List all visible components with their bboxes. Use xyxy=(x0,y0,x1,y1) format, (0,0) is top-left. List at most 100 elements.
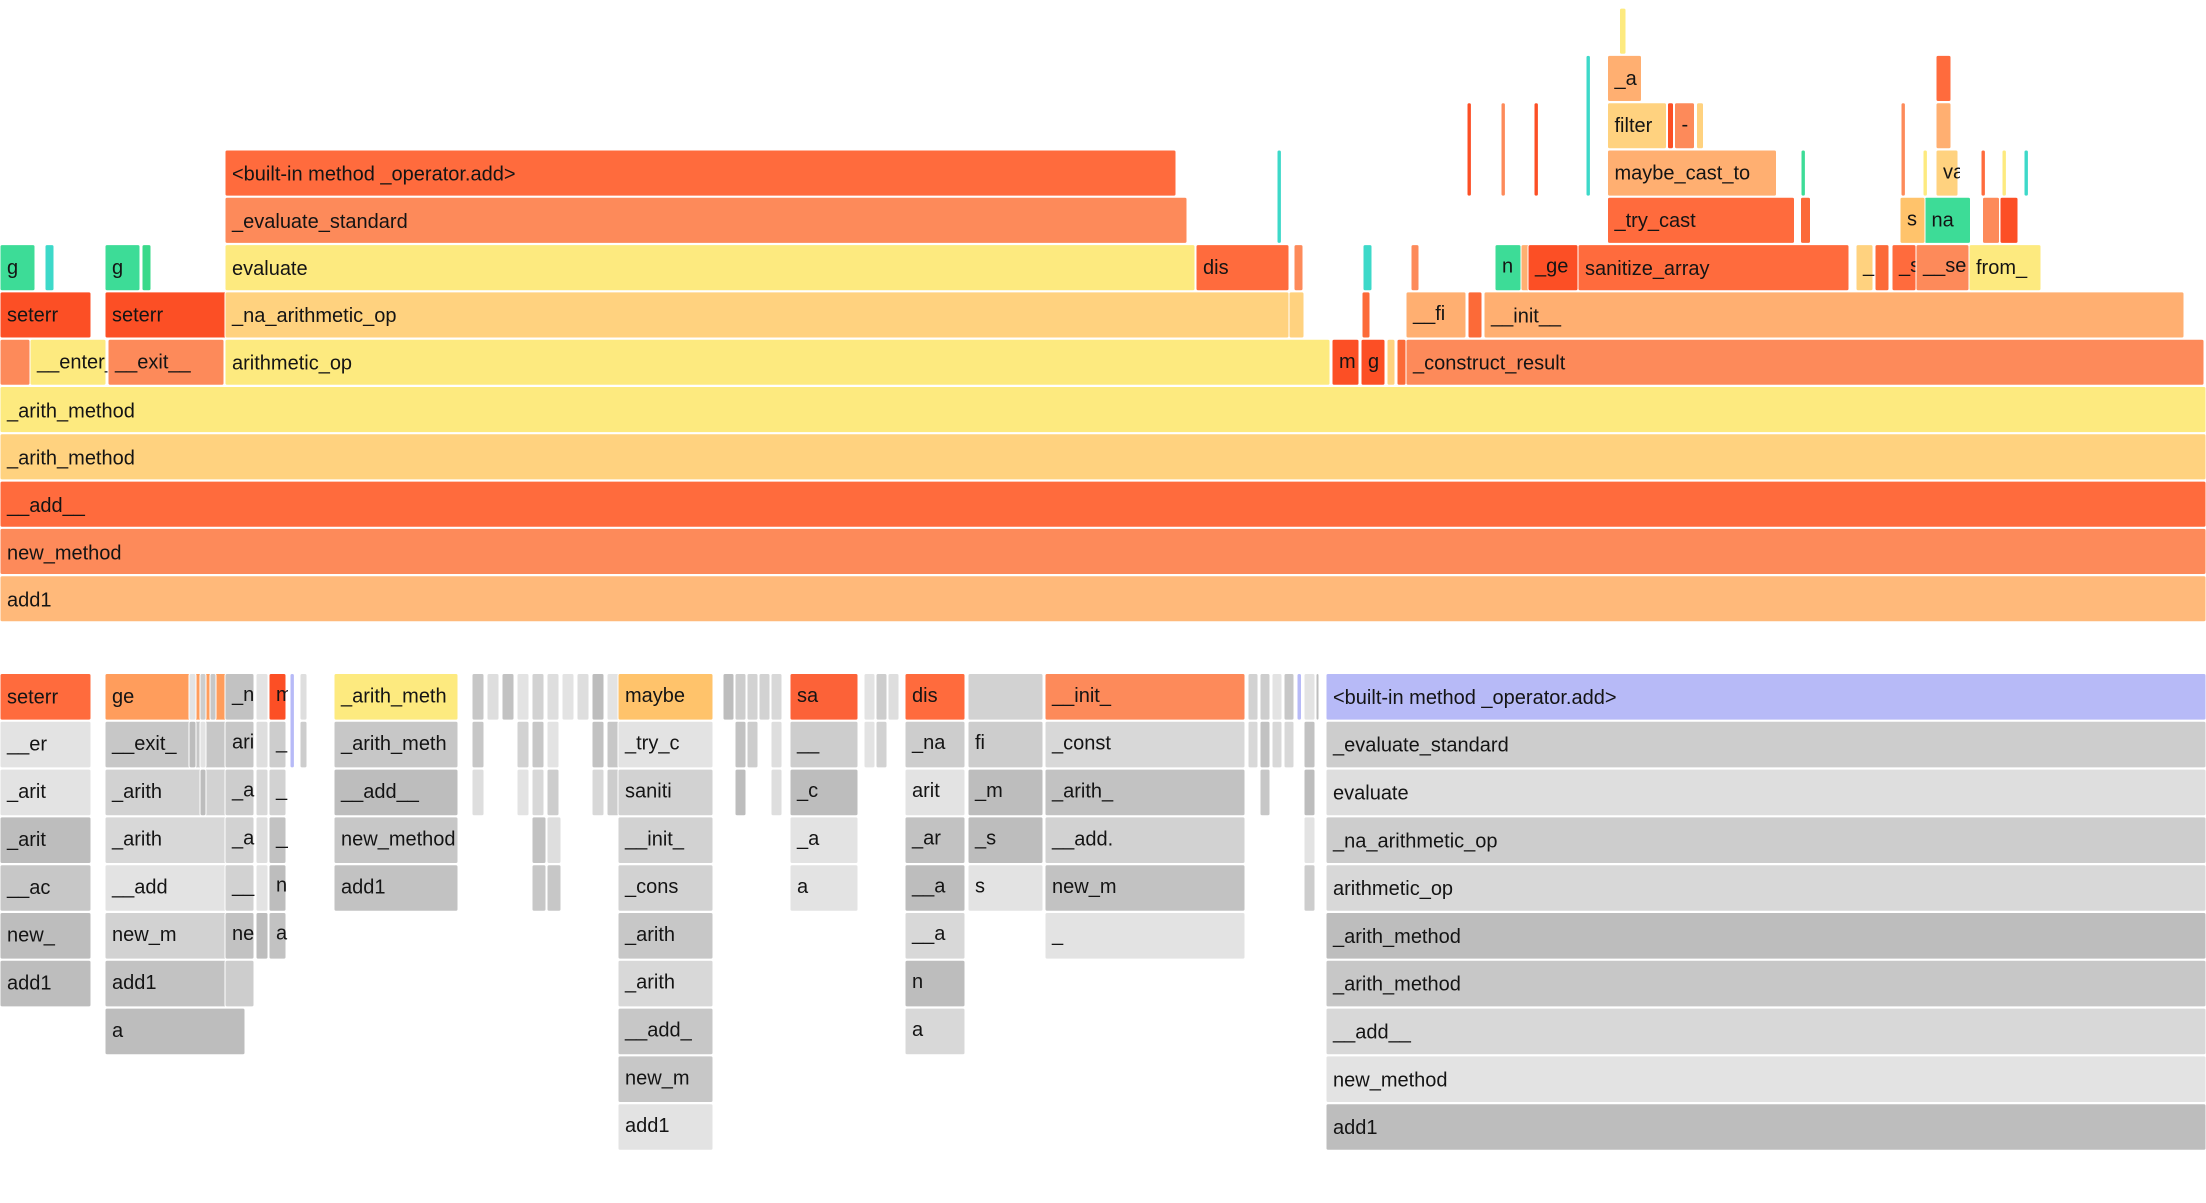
svg-text:_arith_method: _arith_method xyxy=(6,448,135,470)
svg-text:a: a xyxy=(912,1019,924,1041)
svg-text:arit: arit xyxy=(912,780,940,802)
svg-text:new_m: new_m xyxy=(1052,876,1116,898)
svg-text:dis: dis xyxy=(912,685,938,707)
svg-text:_cons: _cons xyxy=(624,876,678,898)
svg-text:_arit: _arit xyxy=(6,829,46,851)
svg-text:__init_: __init_ xyxy=(1051,685,1112,707)
svg-text:_na: _na xyxy=(911,732,946,754)
svg-text:_construct_result: _construct_result xyxy=(1412,353,1566,375)
svg-text:_m: _m xyxy=(974,780,1003,802)
svg-text:ne: ne xyxy=(232,923,254,945)
svg-text:add1: add1 xyxy=(625,1115,670,1137)
svg-text:s: s xyxy=(975,875,985,897)
svg-text:_arith: _arith xyxy=(624,924,675,946)
svg-text:_: _ xyxy=(1051,924,1064,946)
svg-text:m: m xyxy=(1339,351,1356,373)
svg-text:_n: _n xyxy=(231,684,254,706)
svg-text:__a: __a xyxy=(911,875,946,897)
svg-text:_try_c: _try_c xyxy=(624,733,679,755)
svg-text:_arit: _arit xyxy=(6,781,46,803)
svg-text:_arith_: _arith_ xyxy=(1051,781,1114,803)
svg-text:n: n xyxy=(912,971,923,993)
svg-text:new_: new_ xyxy=(7,925,56,947)
svg-text:_na_arithmetic_op: _na_arithmetic_op xyxy=(231,305,397,327)
svg-text:__fi: __fi xyxy=(1412,303,1445,325)
svg-text:_: _ xyxy=(1862,255,1875,277)
svg-text:add1: add1 xyxy=(1333,1117,1378,1139)
svg-text:seterr: seterr xyxy=(7,686,58,708)
svg-text:_const: _const xyxy=(1051,733,1111,755)
svg-text:<built-in method _operator.add: <built-in method _operator.add> xyxy=(1333,687,1617,709)
svg-text:sanitize_array: sanitize_array xyxy=(1585,258,1710,280)
svg-text:evaluate: evaluate xyxy=(1333,783,1409,805)
svg-text:__: __ xyxy=(796,732,820,754)
svg-text:fi: fi xyxy=(975,732,985,754)
svg-text:add1: add1 xyxy=(7,972,52,994)
svg-text:_evaluate_standard: _evaluate_standard xyxy=(231,211,408,233)
svg-text:new_m: new_m xyxy=(112,924,176,946)
svg-text:_arith: _arith xyxy=(111,781,162,803)
svg-text:n: n xyxy=(1502,255,1513,277)
svg-text:maybe_cast_to: maybe_cast_to xyxy=(1615,163,1751,185)
svg-text:_arith: _arith xyxy=(624,972,675,994)
svg-text:na: na xyxy=(1932,210,1955,232)
svg-text:from_: from_ xyxy=(1976,257,2028,279)
svg-text:__er: __er xyxy=(6,733,47,755)
svg-text:n: n xyxy=(276,875,287,897)
svg-text:__se: __se xyxy=(1922,255,1966,277)
svg-text:_try_cast: _try_cast xyxy=(1614,210,1697,232)
svg-text:ge: ge xyxy=(112,686,134,708)
svg-text:__exit__: __exit__ xyxy=(114,352,191,374)
svg-text:_arith_method: _arith_method xyxy=(1332,974,1461,996)
svg-text:new_m: new_m xyxy=(625,1067,689,1089)
svg-text:__init__: __init__ xyxy=(1490,305,1562,327)
svg-text:dis: dis xyxy=(1203,257,1229,279)
svg-text:_a: _a xyxy=(1614,68,1638,90)
svg-text:g: g xyxy=(1368,351,1379,373)
svg-text:__init_: __init_ xyxy=(624,828,685,850)
svg-text:saniti: saniti xyxy=(625,781,672,803)
svg-text:__add__: __add__ xyxy=(1332,1022,1412,1044)
svg-text:_na_arithmetic_op: _na_arithmetic_op xyxy=(1332,830,1498,852)
svg-text:__add__: __add__ xyxy=(340,781,420,803)
svg-text:new_method: new_method xyxy=(7,542,122,564)
svg-text:_a: _a xyxy=(231,780,255,802)
svg-text:_ge: _ge xyxy=(1534,255,1568,277)
svg-text:seterr: seterr xyxy=(112,304,163,326)
svg-text:sa: sa xyxy=(797,685,819,707)
svg-text:evaluate: evaluate xyxy=(232,258,308,280)
svg-text:_arith_meth: _arith_meth xyxy=(340,686,447,708)
svg-text:ari: ari xyxy=(232,732,254,754)
svg-text:_arith_method: _arith_method xyxy=(6,400,135,422)
svg-text:_arith_meth: _arith_meth xyxy=(340,733,447,755)
svg-text:__a: __a xyxy=(911,923,946,945)
svg-text:g: g xyxy=(7,257,18,279)
svg-text:_s: _s xyxy=(974,828,996,850)
svg-text:arithmetic_op: arithmetic_op xyxy=(232,353,352,375)
svg-text:__add: __add xyxy=(111,876,168,898)
svg-text:__add__: __add__ xyxy=(6,495,86,517)
svg-text:add1: add1 xyxy=(341,876,386,898)
svg-text:add1: add1 xyxy=(7,590,52,612)
svg-text:filter: filter xyxy=(1615,115,1653,137)
svg-text:seterr: seterr xyxy=(7,304,58,326)
svg-text:g: g xyxy=(112,257,123,279)
svg-text:_c: _c xyxy=(796,780,818,802)
svg-text:_arith_method: _arith_method xyxy=(1332,926,1461,948)
svg-text:maybe: maybe xyxy=(625,685,685,707)
svg-text:<built-in method _operator.add: <built-in method _operator.add> xyxy=(232,164,516,186)
svg-text:__add.: __add. xyxy=(1051,828,1113,850)
svg-text:s: s xyxy=(1907,209,1917,231)
svg-text:_evaluate_standard: _evaluate_standard xyxy=(1332,735,1509,757)
svg-text:__add_: __add_ xyxy=(624,1020,693,1042)
svg-text:-: - xyxy=(1682,114,1689,136)
svg-text:a: a xyxy=(112,1020,124,1042)
svg-text:__ac: __ac xyxy=(6,877,50,899)
svg-text:_ar: _ar xyxy=(911,828,941,850)
svg-text:_arith: _arith xyxy=(111,829,162,851)
svg-text:new_method: new_method xyxy=(341,829,456,851)
svg-text:_a: _a xyxy=(796,828,820,850)
svg-text:a: a xyxy=(797,876,809,898)
svg-text:add1: add1 xyxy=(112,972,157,994)
svg-text:__: __ xyxy=(231,875,255,897)
